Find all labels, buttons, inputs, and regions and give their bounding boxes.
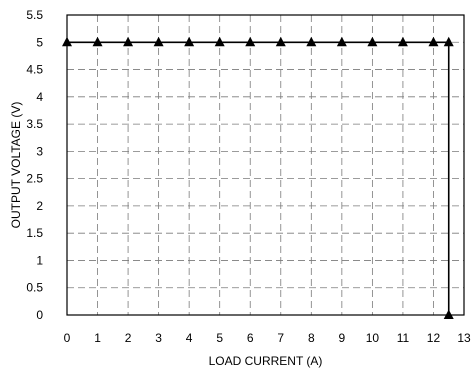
data-point-marker — [62, 36, 72, 47]
data-point-marker — [336, 36, 347, 47]
x-tick-label: 12 — [427, 331, 441, 345]
x-tick-label: 11 — [397, 331, 410, 345]
x-tick-label: 10 — [366, 331, 380, 345]
y-tick-labels: 0 0.5 1 1.5 2 2.5 3 3.5 4 4.5 5 5.5 — [26, 8, 43, 322]
y-tick-label: 2 — [36, 199, 43, 213]
data-point-marker — [123, 36, 134, 47]
y-tick-label: 0.5 — [26, 281, 43, 295]
data-point-marker — [275, 36, 286, 47]
y-tick-label: 3 — [36, 144, 43, 158]
y-axis-label: OUTPUT VOLTAGE (V) — [9, 102, 23, 229]
plot-frame — [66, 14, 465, 316]
y-tick-label: 5.5 — [26, 8, 43, 22]
data-point-marker — [92, 36, 103, 47]
data-point-marker — [245, 36, 256, 47]
x-tick-label: 7 — [277, 331, 284, 345]
series-group — [62, 36, 454, 319]
y-tick-label: 1.5 — [26, 226, 43, 240]
data-point-marker — [214, 36, 225, 47]
y-tick-label: 3.5 — [26, 117, 43, 131]
y-tick-label: 0 — [36, 308, 43, 322]
data-point-marker — [153, 36, 164, 47]
x-tick-label: 8 — [308, 331, 315, 345]
data-point-marker — [397, 36, 408, 47]
data-point-marker — [367, 36, 378, 47]
x-tick-label: 3 — [155, 331, 162, 345]
y-tick-label: 5 — [36, 35, 43, 49]
data-point-marker — [443, 309, 454, 319]
y-tick-label: 4 — [36, 90, 43, 104]
y-tick-label: 2.5 — [26, 172, 43, 186]
data-point-marker — [428, 36, 439, 47]
x-tick-label: 1 — [94, 331, 101, 345]
data-point-marker — [184, 36, 195, 47]
x-axis-label: LOAD CURRENT (A) — [209, 354, 323, 368]
data-point-marker — [443, 36, 454, 47]
x-tick-label: 5 — [216, 331, 223, 345]
y-tick-label: 1 — [36, 253, 43, 267]
data-point-marker — [306, 36, 317, 47]
x-tick-labels: 0 1 2 3 4 5 6 7 8 9 10 11 12 13 — [64, 331, 471, 345]
x-tick-label: 4 — [186, 331, 193, 345]
y-tick-label: 4.5 — [26, 63, 43, 77]
x-tick-label: 6 — [247, 331, 254, 345]
x-tick-label: 2 — [125, 331, 132, 345]
x-tick-label: 0 — [64, 331, 71, 345]
x-tick-label: 9 — [339, 331, 346, 345]
x-tick-label: 13 — [457, 331, 471, 345]
